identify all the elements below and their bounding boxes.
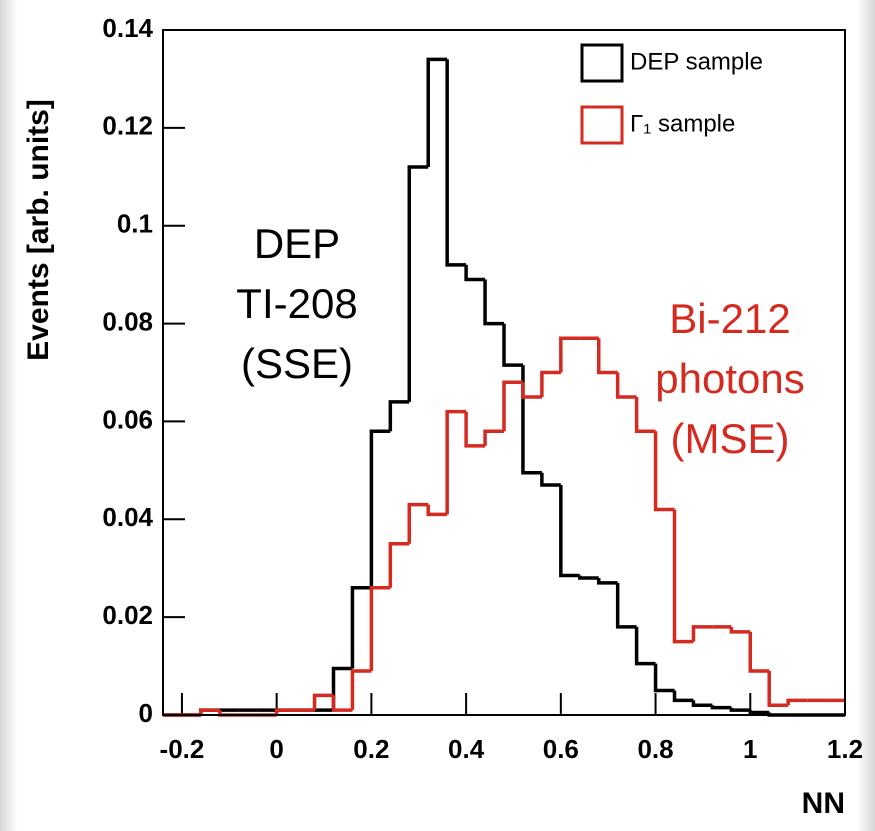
histogram-bin	[483, 279, 504, 326]
y-tick-label: 0.1	[117, 209, 153, 239]
legend-swatch	[580, 43, 624, 83]
histogram-bin	[350, 586, 372, 669]
histogram-bin	[521, 382, 542, 399]
x-tick-label: 0.2	[353, 734, 389, 764]
histogram-bin	[540, 370, 561, 397]
y-axis-label: Events [arb. units]	[22, 99, 55, 361]
plot-frame	[162, 29, 846, 716]
histogram-bin	[464, 411, 486, 448]
histogram-bin	[653, 431, 675, 512]
y-tick-label: 0.12	[102, 111, 153, 141]
histogram-bin	[426, 57, 448, 167]
histogram-bin	[502, 380, 523, 432]
histogram-bin	[521, 365, 542, 475]
histogram-bin	[350, 669, 372, 711]
annotation: TI-208	[236, 280, 357, 327]
histogram-bin	[445, 409, 467, 515]
histogram-bin	[596, 578, 618, 585]
x-tick-label: 1.2	[827, 734, 863, 764]
histogram-bin	[634, 626, 656, 666]
x-tick-label: 0.6	[543, 734, 579, 764]
histogram-bin	[559, 485, 580, 578]
histogram-bin	[369, 429, 391, 588]
histogram-bin	[767, 670, 789, 707]
x-tick-label: 0.4	[448, 734, 485, 764]
x-tick-label: 1	[743, 734, 757, 764]
histogram-bin	[729, 707, 751, 712]
annotation: DEP	[254, 220, 340, 267]
histogram-bin	[634, 396, 656, 433]
histogram-bin	[748, 631, 770, 673]
histogram-bin	[710, 705, 732, 710]
legend-label: DEP sample	[630, 48, 763, 75]
histogram-bin	[672, 509, 694, 644]
histogram-bin	[483, 429, 504, 446]
histogram-bin	[748, 710, 770, 715]
y-tick-label: 0.08	[102, 306, 153, 336]
histogram-bin	[464, 264, 486, 282]
histogram-bin	[199, 708, 220, 715]
annotation: (SSE)	[241, 340, 353, 387]
x-axis-label: NN	[802, 787, 845, 820]
histogram-bin	[729, 626, 751, 634]
histogram-bin	[274, 708, 296, 715]
histogram-bin	[786, 698, 808, 706]
y-tick-label: 0.04	[102, 502, 153, 532]
y-tick-label: 0.14	[102, 13, 153, 43]
y-tick-label: 0.02	[102, 600, 153, 630]
histogram-bin	[369, 586, 391, 671]
x-tick-label: 0	[269, 734, 283, 764]
histogram-bin	[691, 625, 713, 642]
y-tick-label: 0	[139, 698, 153, 728]
histogram-bin	[596, 338, 618, 375]
histogram-bin	[426, 504, 448, 517]
histogram-bin	[578, 575, 599, 580]
histogram-bin	[388, 542, 410, 588]
histogram-bin	[653, 663, 675, 693]
legend-label: Γ₁ sample	[630, 110, 735, 137]
histogram-bin	[502, 323, 523, 367]
histogram-bin	[672, 690, 694, 703]
histogram-bin	[388, 400, 410, 432]
histogram-bin	[559, 336, 580, 373]
x-tick-label: -0.2	[160, 734, 205, 764]
histogram-bin	[445, 59, 467, 267]
histogram-bin	[691, 700, 713, 707]
histogram-bin	[331, 695, 353, 712]
annotation: Bi-212	[669, 295, 790, 342]
histogram-bin	[312, 693, 334, 711]
histogram-bin	[407, 165, 429, 402]
histogram-bin	[615, 372, 637, 399]
x-tick-label: 0.8	[637, 734, 673, 764]
legend-swatch	[580, 105, 624, 145]
histogram-bin	[615, 582, 637, 629]
histogram-bin	[407, 502, 429, 544]
histogram-bin	[540, 472, 561, 487]
y-tick-label: 0.06	[102, 404, 153, 434]
annotation: (MSE)	[671, 415, 790, 462]
plot-area	[163, 30, 845, 715]
annotation: photons	[655, 355, 804, 402]
